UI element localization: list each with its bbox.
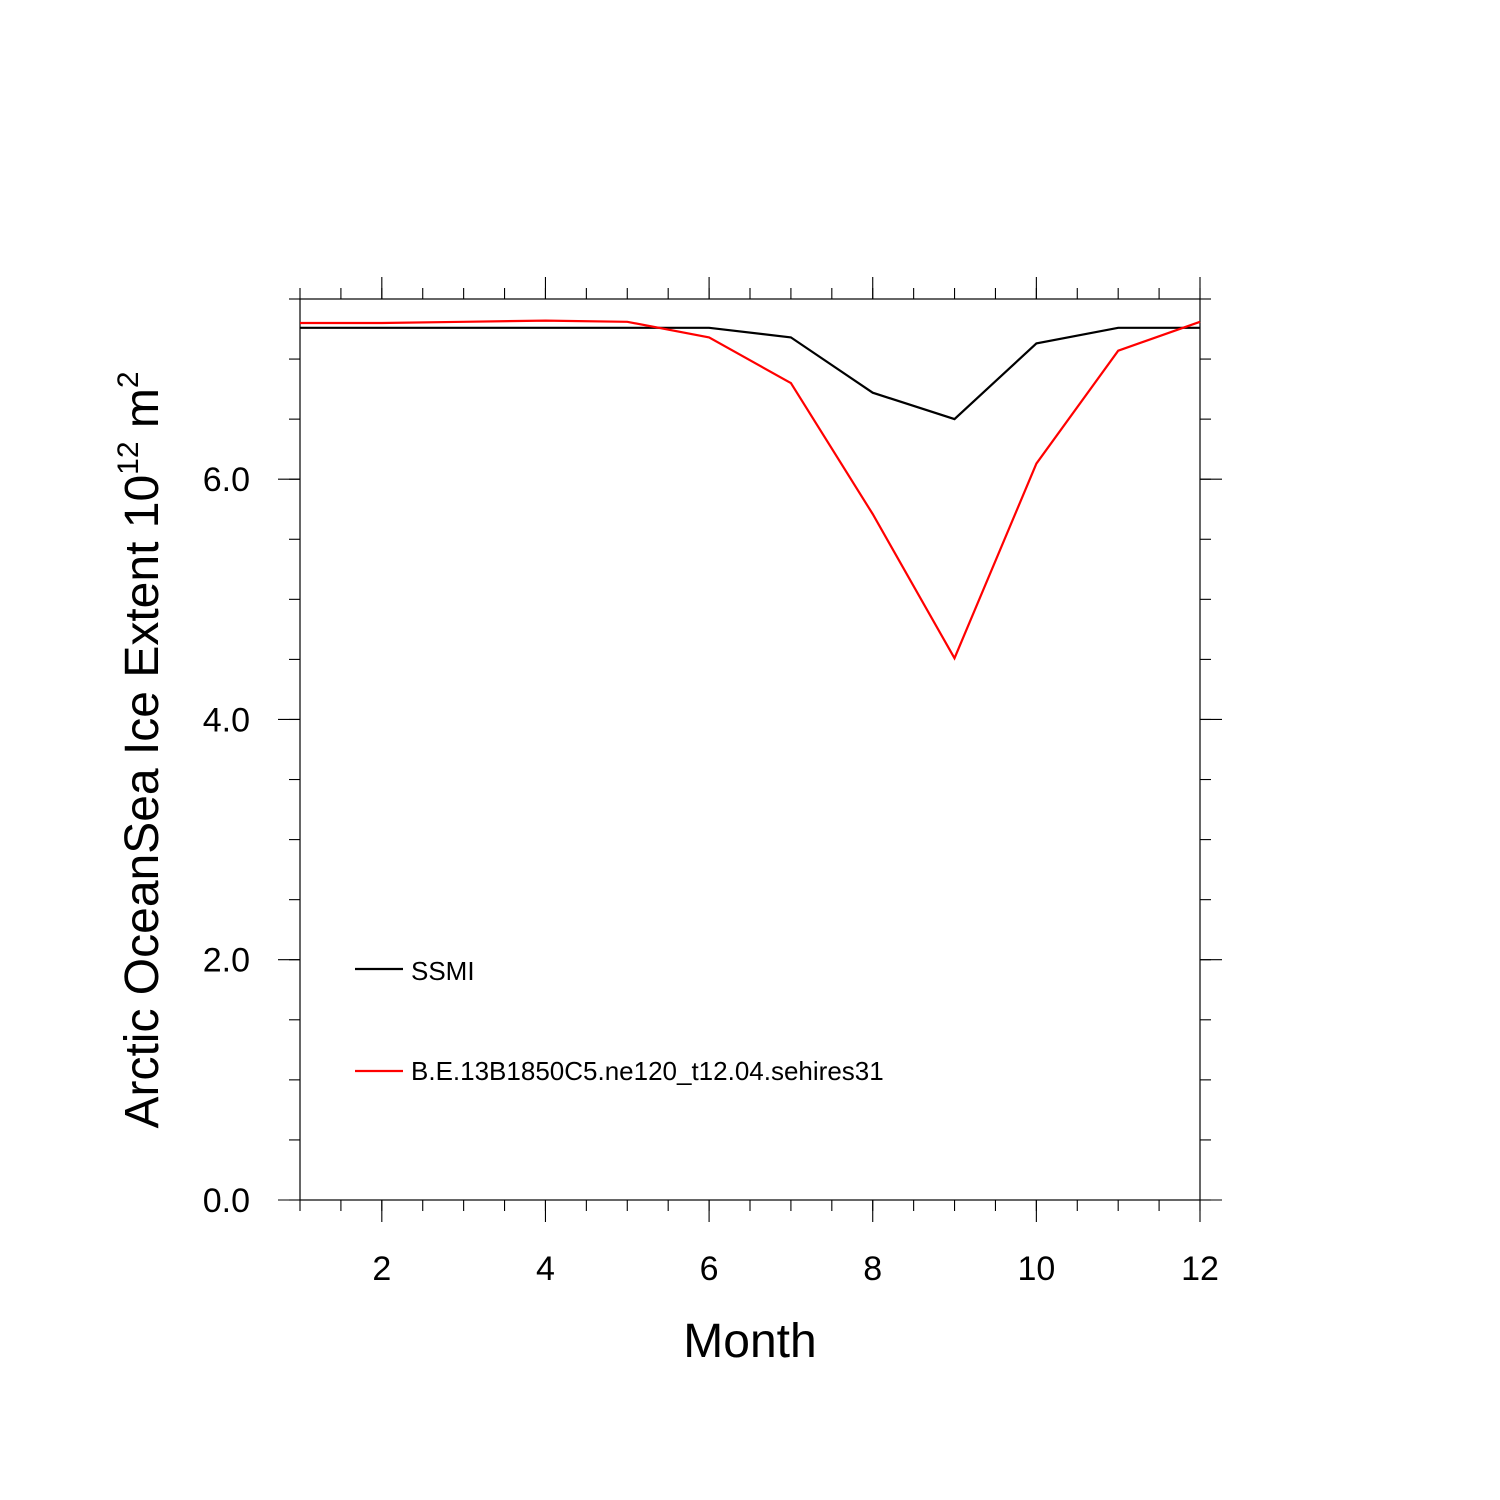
series-line-1: [300, 319, 1201, 661]
series-lines: [300, 319, 1201, 661]
series-line-0: [300, 326, 1200, 421]
y-tick-label: 6.0: [203, 461, 250, 499]
ticks: [278, 277, 1222, 1222]
x-tick-label: 10: [1017, 1250, 1055, 1288]
x-tick-label: 2: [372, 1250, 391, 1288]
y-tick-label: 0.0: [203, 1182, 250, 1220]
tick-labels: 2 4 6 8 10 12 0.0 2.0 4.0 6.0: [203, 461, 1219, 1288]
y-tick-label: 2.0: [203, 942, 250, 980]
y-tick-label: 4.0: [203, 701, 250, 739]
x-axis-title: Month: [683, 1315, 816, 1368]
y-axis-title: Arctic OceanSea Ice Extent 1012 m2: [112, 371, 169, 1128]
x-tick-label: 4: [536, 1250, 555, 1288]
x-tick-label: 8: [863, 1250, 882, 1288]
legend: SSMI B.E.13B1850C5.ne120_t12.04.sehires3…: [355, 956, 884, 1086]
legend-label-ssmi: SSMI: [411, 956, 475, 986]
x-tick-label: 6: [700, 1250, 719, 1288]
x-tick-label: 12: [1181, 1250, 1219, 1288]
legend-label-model: B.E.13B1850C5.ne120_t12.04.sehires31: [411, 1056, 884, 1086]
